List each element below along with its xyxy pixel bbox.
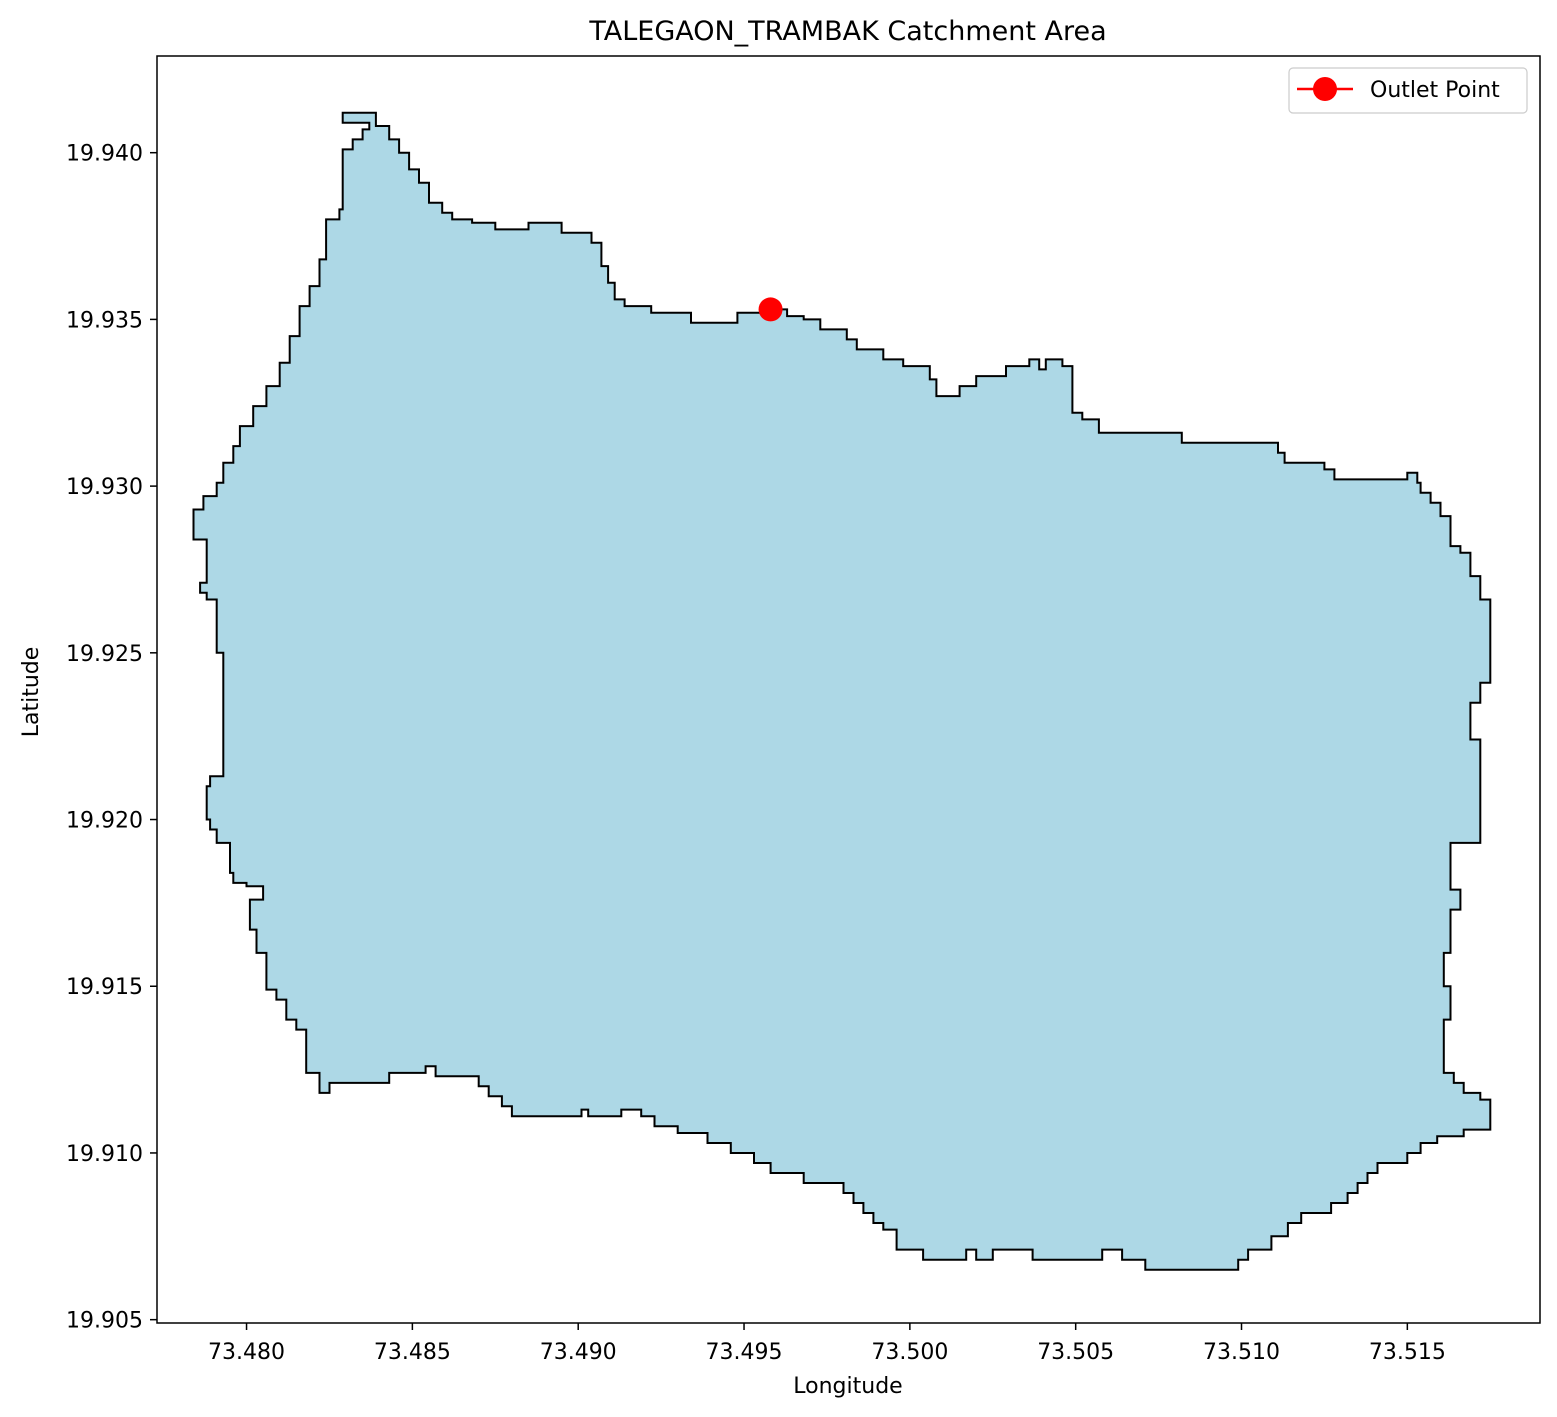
y-tick-label: 19.940 — [66, 142, 143, 167]
plot-area — [192, 111, 1492, 1271]
x-tick-label: 73.510 — [1203, 1340, 1280, 1365]
plot-frame — [156, 55, 1541, 1324]
x-tick-label: 73.500 — [871, 1340, 948, 1365]
x-tick-label: 73.505 — [1037, 1340, 1114, 1365]
y-tick-label: 19.910 — [66, 1142, 143, 1167]
y-axis-title: Latitude — [19, 647, 44, 738]
outlet-layer — [758, 297, 783, 322]
y-tick-label: 19.925 — [66, 642, 143, 667]
y-tick-label: 19.905 — [66, 1309, 143, 1334]
y-axis: 19.905 19.910 19.915 19.920 19.925 19.930 19.9… — [66, 142, 157, 1334]
x-tick-label: 73.480 — [208, 1340, 285, 1365]
y-tick-label: 19.915 — [66, 975, 143, 1000]
x-axis: 73.480 73.485 73.490 73.495 73.500 73.505 73.5… — [208, 1323, 1446, 1365]
catchment-polygon — [192, 111, 1492, 1271]
x-axis-title: Longitude — [793, 1374, 902, 1399]
legend-label: Outlet Point — [1370, 78, 1500, 103]
x-tick-label: 73.485 — [374, 1340, 451, 1365]
chart-title: TALEGAON_TRAMBAK Catchment Area — [588, 16, 1106, 47]
legend-box — [1288, 67, 1528, 114]
x-tick-label: 73.515 — [1369, 1340, 1446, 1365]
y-tick-label: 19.935 — [66, 308, 143, 333]
outlet-point-marker — [758, 297, 783, 322]
legend-marker-icon — [1313, 77, 1337, 101]
legend: Outlet Point — [1288, 67, 1528, 114]
y-tick-label: 19.920 — [66, 809, 143, 834]
x-tick-label: 73.495 — [706, 1340, 783, 1365]
y-tick-label: 19.930 — [66, 475, 143, 500]
x-tick-label: 73.490 — [540, 1340, 617, 1365]
